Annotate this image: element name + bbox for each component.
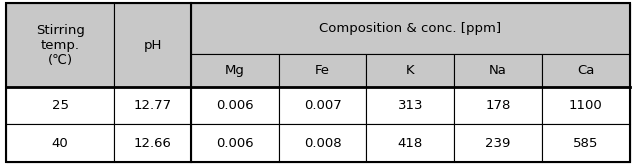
Text: 1100: 1100 <box>569 99 603 112</box>
Bar <box>191 54 279 87</box>
Text: 239: 239 <box>485 137 511 150</box>
Text: 585: 585 <box>573 137 598 150</box>
Text: 178: 178 <box>485 99 511 112</box>
Bar <box>366 54 454 87</box>
Text: 12.66: 12.66 <box>134 137 172 150</box>
Bar <box>114 124 191 162</box>
Bar <box>6 124 114 162</box>
Text: 418: 418 <box>398 137 423 150</box>
Bar <box>542 87 630 124</box>
Text: 313: 313 <box>398 99 423 112</box>
Bar <box>191 87 279 124</box>
Bar <box>542 54 630 87</box>
Bar <box>6 3 114 87</box>
Text: 25: 25 <box>52 99 69 112</box>
Text: 12.77: 12.77 <box>134 99 172 112</box>
Text: pH: pH <box>143 39 162 52</box>
Bar <box>454 54 542 87</box>
Bar <box>279 54 366 87</box>
Bar <box>191 3 630 54</box>
Text: K: K <box>406 64 415 77</box>
Text: 0.006: 0.006 <box>216 137 254 150</box>
Bar <box>279 87 366 124</box>
Bar <box>454 87 542 124</box>
Bar <box>454 124 542 162</box>
Bar <box>191 124 279 162</box>
Text: 40: 40 <box>52 137 69 150</box>
Bar <box>366 87 454 124</box>
Text: Fe: Fe <box>315 64 330 77</box>
Text: 0.006: 0.006 <box>216 99 254 112</box>
Text: 0.007: 0.007 <box>304 99 342 112</box>
Text: Composition & conc. [ppm]: Composition & conc. [ppm] <box>319 22 501 35</box>
Bar <box>366 124 454 162</box>
Bar <box>6 87 114 124</box>
Text: Ca: Ca <box>577 64 595 77</box>
Bar <box>114 3 191 87</box>
Bar <box>114 87 191 124</box>
Bar <box>542 124 630 162</box>
Bar <box>279 124 366 162</box>
Text: 0.008: 0.008 <box>304 137 342 150</box>
Text: Na: Na <box>489 64 507 77</box>
Text: Mg: Mg <box>225 64 245 77</box>
Text: Stirring
temp.
(℃): Stirring temp. (℃) <box>36 24 85 67</box>
